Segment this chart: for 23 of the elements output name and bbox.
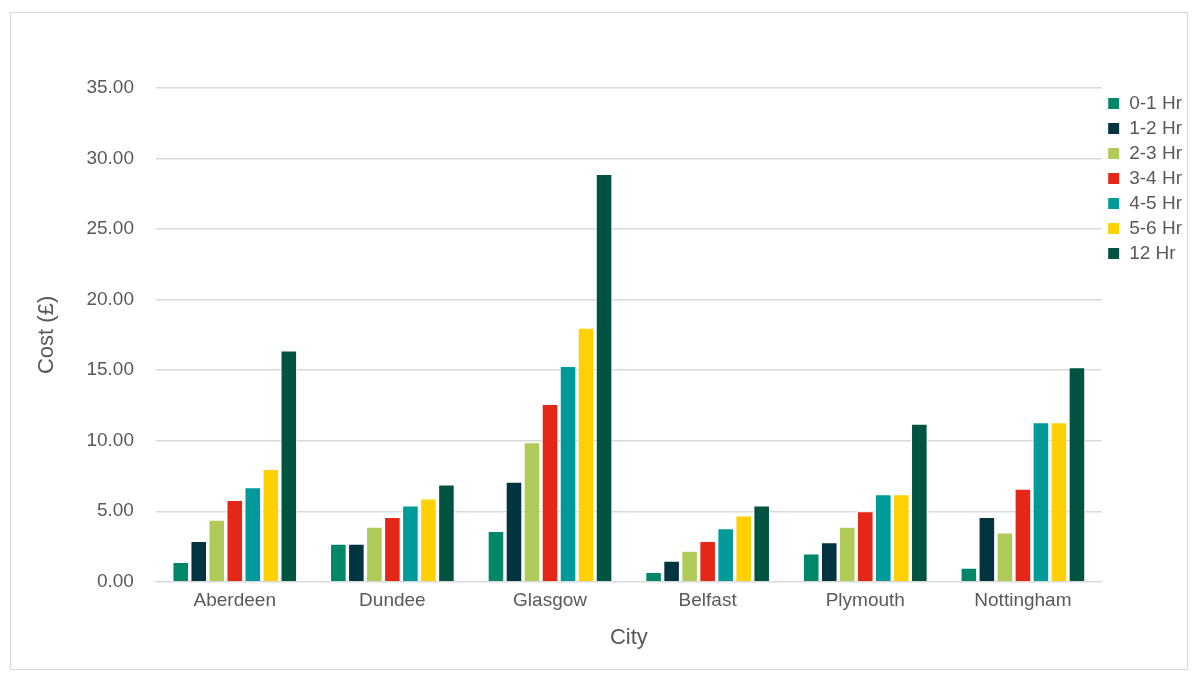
y-tick-label: 5.00 — [96, 499, 134, 521]
y-tick-label: 10.00 — [86, 428, 134, 450]
x-tick-label: Dundee — [359, 589, 426, 611]
x-tick-label: Glasgow — [513, 589, 588, 611]
x-tick-label: Belfast — [678, 589, 738, 611]
legend-label: 2-3 Hr — [1129, 141, 1183, 163]
legend-label: 12 Hr — [1129, 241, 1177, 263]
y-tick-label: 15.00 — [86, 358, 134, 380]
y-tick-label: 25.00 — [86, 217, 134, 239]
y-axis-title: Cost (£) — [33, 295, 59, 375]
legend-label: 1-2 Hr — [1129, 116, 1183, 138]
y-tick-label: 0.00 — [96, 570, 134, 592]
x-tick-label: Aberdeen — [193, 589, 276, 611]
y-tick-label: 20.00 — [86, 287, 134, 309]
x-tick-label: Plymouth — [825, 589, 905, 611]
legend-label: 3-4 Hr — [1129, 166, 1183, 188]
y-tick-label: 35.00 — [86, 76, 134, 98]
legend-label: 4-5 Hr — [1129, 191, 1183, 213]
x-tick-label: Nottingham — [974, 589, 1072, 611]
legend-label: 0-1 Hr — [1129, 91, 1183, 113]
x-axis-title: City — [609, 623, 648, 649]
y-tick-label: 30.00 — [86, 146, 134, 168]
legend-label: 5-6 Hr — [1129, 216, 1183, 238]
